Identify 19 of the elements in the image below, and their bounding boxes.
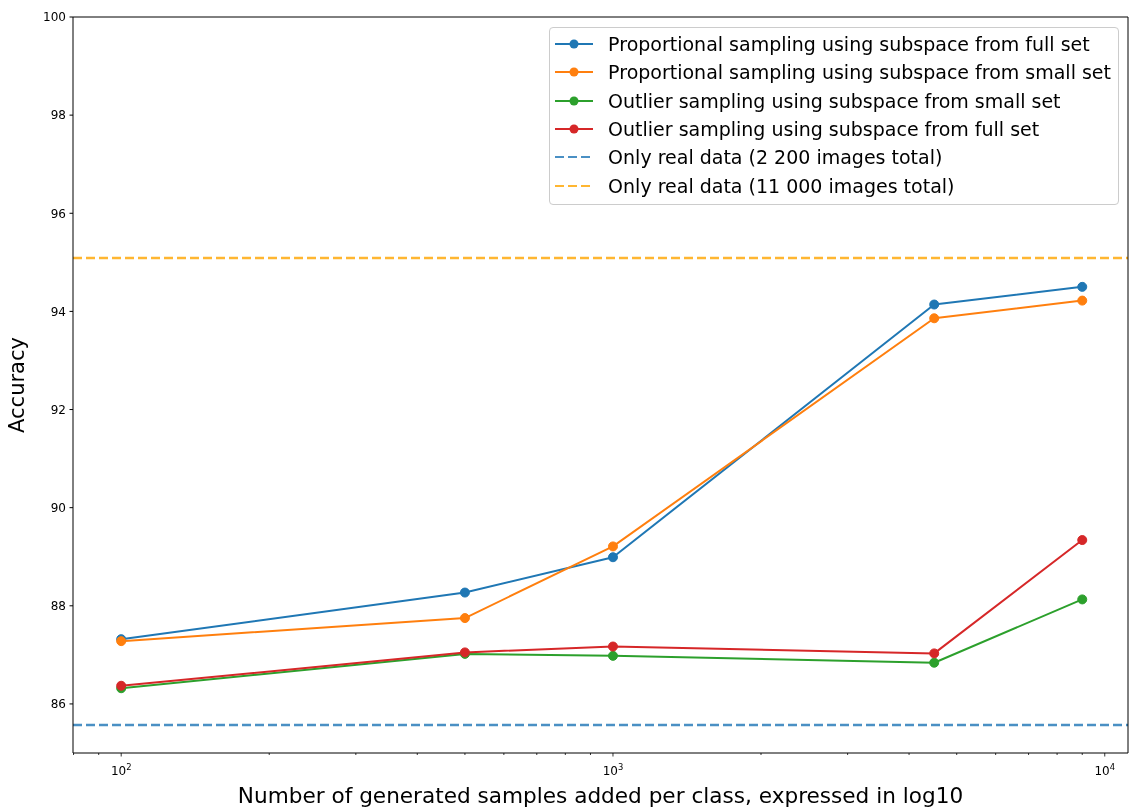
legend-label: Outlier sampling using subspace from small set — [608, 89, 1061, 112]
y-tick-label: 100 — [43, 10, 66, 25]
x-axis-title: Number of generated samples added per class, expressed in log10 — [237, 783, 964, 808]
y-tick-label: 86 — [50, 697, 66, 712]
x-tick-label: 10$^{4}$ — [1094, 762, 1116, 778]
legend-label: Only real data (11 000 images total) — [608, 174, 955, 197]
legend-label: Proportional sampling using subspace from small set — [608, 61, 1111, 84]
y-axis-title: Accuracy — [5, 337, 29, 433]
y-tick-label: 96 — [50, 206, 66, 221]
y-tick-label: 98 — [50, 108, 66, 123]
legend-label: Outlier sampling using subspace from full set — [608, 118, 1040, 141]
y-tick-label: 88 — [50, 599, 66, 614]
legend-label: Only real data (2 200 images total) — [608, 146, 943, 169]
y-tick-label: 90 — [50, 500, 66, 515]
y-tick-label: 92 — [50, 402, 66, 417]
x-tick-label: 10$^{2}$ — [110, 762, 132, 778]
x-tick-label: 10$^{3}$ — [602, 762, 624, 778]
legend-label: Proportional sampling using subspace from full set — [608, 33, 1090, 56]
y-tick-label: 94 — [50, 304, 66, 319]
